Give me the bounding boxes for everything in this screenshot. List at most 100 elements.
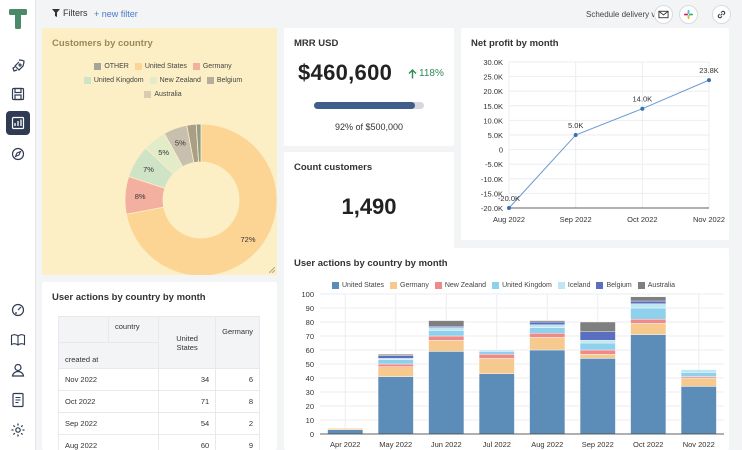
- sidebar-item-reports[interactable]: [6, 388, 30, 412]
- slice-label: 5%: [175, 139, 186, 148]
- bar-segment[interactable]: [428, 330, 465, 337]
- bar-segment[interactable]: [680, 376, 717, 379]
- copy-link-button[interactable]: [712, 5, 731, 24]
- series-line: [508, 79, 710, 209]
- sidebar-item-settings[interactable]: [6, 418, 30, 442]
- bar-segment[interactable]: [428, 325, 465, 328]
- save-icon: [11, 87, 25, 101]
- bar-segment[interactable]: [529, 324, 566, 328]
- donut-slice[interactable]: [125, 123, 277, 275]
- bar-segment[interactable]: [579, 331, 616, 341]
- legend-swatch: [492, 282, 500, 289]
- donut-slice[interactable]: [195, 123, 202, 163]
- legend-item[interactable]: United Kingdom: [492, 282, 552, 289]
- data-point[interactable]: [640, 106, 645, 111]
- bar-segment[interactable]: [327, 428, 364, 430]
- legend-item[interactable]: Iceland: [557, 282, 590, 289]
- bar-segment[interactable]: [478, 358, 515, 375]
- bar-segment[interactable]: [680, 372, 717, 377]
- new-filter-link[interactable]: + new filter: [94, 9, 138, 19]
- legend-label: Australia: [647, 282, 675, 289]
- logo-icon[interactable]: [8, 8, 28, 30]
- bar-segment[interactable]: [377, 359, 414, 365]
- bar-segment[interactable]: [630, 300, 667, 304]
- sidebar-item-explore[interactable]: [6, 142, 30, 166]
- bar-segment[interactable]: [630, 318, 667, 324]
- bar-segment[interactable]: [630, 307, 667, 320]
- sidebar-item-metrics[interactable]: [6, 298, 30, 322]
- legend-item[interactable]: OTHER: [94, 60, 129, 73]
- bar-segment[interactable]: [377, 355, 414, 359]
- legend-item[interactable]: New Zealand: [149, 74, 201, 87]
- bar-segment[interactable]: [680, 377, 717, 387]
- bar-segment[interactable]: [377, 366, 414, 377]
- bar-segment[interactable]: [428, 327, 465, 331]
- bar-segment[interactable]: [630, 323, 667, 335]
- column-header-country[interactable]: country: [108, 316, 159, 343]
- bar-segment[interactable]: [680, 369, 717, 373]
- bar-segment[interactable]: [579, 353, 616, 359]
- customers-by-country-card: Customers by country OTHER United States G…: [42, 28, 277, 275]
- bar-segment[interactable]: [377, 363, 414, 367]
- data-point[interactable]: [573, 133, 578, 137]
- bar-segment[interactable]: [428, 351, 465, 435]
- resize-handle-icon[interactable]: [269, 267, 275, 273]
- legend-item[interactable]: New Zealand: [434, 282, 486, 289]
- email-delivery-button[interactable]: [654, 5, 673, 24]
- sidebar-item-rocket[interactable]: [6, 54, 30, 78]
- bar-segment[interactable]: [579, 358, 616, 435]
- bar-segment[interactable]: [428, 320, 465, 327]
- legend-item[interactable]: Germany: [192, 60, 232, 73]
- bar-segment[interactable]: [428, 339, 465, 352]
- sidebar-item-save[interactable]: [6, 82, 30, 106]
- bar-segment[interactable]: [377, 353, 414, 356]
- bar-segment[interactable]: [579, 342, 616, 351]
- filters-button[interactable]: Filters: [52, 8, 88, 18]
- bar-segment[interactable]: [478, 353, 515, 359]
- bar-segment[interactable]: [377, 358, 414, 361]
- card-title: MRR USD: [294, 38, 339, 49]
- bar-segment[interactable]: [377, 376, 414, 435]
- bar-segment[interactable]: [428, 335, 465, 341]
- legend-label: OTHER: [104, 63, 129, 70]
- legend-item[interactable]: Australia: [144, 88, 182, 101]
- x-tick-label: Nov 2022: [683, 440, 715, 449]
- row-header-created-at[interactable]: created at: [58, 342, 159, 369]
- bar-segment[interactable]: [630, 334, 667, 435]
- compass-icon: [11, 147, 25, 161]
- sidebar-item-charts[interactable]: [6, 111, 30, 135]
- bar-segment[interactable]: [529, 332, 566, 338]
- bar-segment[interactable]: [529, 349, 566, 435]
- bar-segment[interactable]: [630, 303, 667, 309]
- data-label: 14.0K: [633, 95, 653, 104]
- bar-segment[interactable]: [529, 327, 566, 334]
- legend-item[interactable]: United Kingdom: [83, 74, 144, 87]
- column-header-united-states[interactable]: United States: [157, 316, 217, 369]
- legend-item[interactable]: United States: [134, 60, 187, 73]
- column-header-germany[interactable]: Germany: [215, 316, 260, 369]
- y-tick-label: 30.0K: [483, 58, 503, 67]
- bar-segment[interactable]: [529, 337, 566, 351]
- bar-segment[interactable]: [529, 320, 566, 323]
- bar-segment[interactable]: [579, 349, 616, 355]
- bar-segment[interactable]: [478, 351, 515, 355]
- legend-item[interactable]: Germany: [390, 282, 429, 289]
- legend-item[interactable]: Belgium: [206, 74, 242, 87]
- slack-delivery-button[interactable]: [679, 5, 698, 24]
- data-point[interactable]: [507, 206, 511, 210]
- sidebar-item-account[interactable]: [6, 358, 30, 382]
- bar-segment[interactable]: [579, 321, 616, 333]
- bar-segment[interactable]: [529, 321, 566, 325]
- bar-segment[interactable]: [579, 339, 616, 344]
- bar-segment[interactable]: [327, 429, 364, 435]
- data-point[interactable]: [707, 78, 711, 83]
- legend-item[interactable]: Australia: [637, 282, 675, 289]
- sidebar-item-docs[interactable]: [6, 328, 30, 352]
- bar-segment[interactable]: [680, 386, 717, 435]
- bar-segment[interactable]: [478, 373, 515, 435]
- bar-segment[interactable]: [478, 349, 515, 352]
- legend-item[interactable]: United States: [332, 282, 384, 289]
- legend-item[interactable]: Belgium: [596, 282, 632, 289]
- stacked-bar-chart: 0 10 20 30 40 50 60 70 80 90 100 Apr 2022 May 2022 Ju…: [301, 290, 724, 449]
- bar-segment[interactable]: [630, 296, 667, 302]
